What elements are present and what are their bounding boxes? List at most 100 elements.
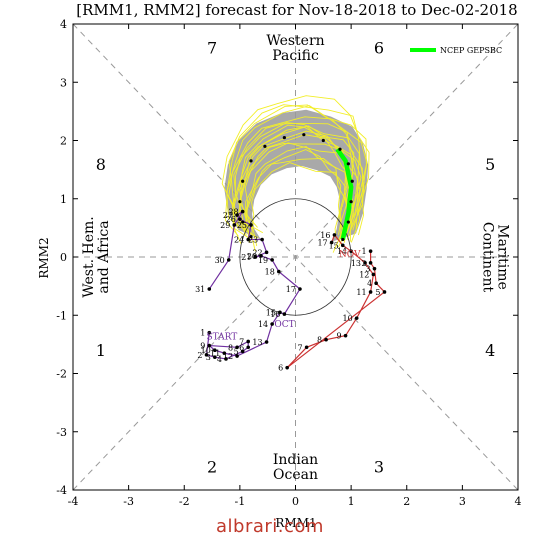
day-label: 28 bbox=[228, 208, 238, 217]
day-label: 23 bbox=[248, 236, 258, 245]
ensemble-mean-line bbox=[335, 147, 354, 240]
forecast-day-point bbox=[346, 220, 350, 224]
forecast-day-point bbox=[249, 235, 253, 239]
data-point bbox=[222, 351, 227, 355]
data-point bbox=[382, 290, 387, 294]
data-point bbox=[213, 355, 217, 359]
day-label: 16 bbox=[320, 231, 330, 240]
day-label: 27 bbox=[223, 211, 233, 220]
data-point bbox=[226, 258, 231, 262]
day-label: 2 bbox=[362, 259, 367, 268]
day-label: 24 bbox=[234, 236, 244, 245]
ensemble-member-track bbox=[251, 162, 344, 252]
phase-number: 6 bbox=[374, 38, 384, 57]
day-label: 15 bbox=[329, 241, 339, 250]
data-point bbox=[270, 258, 274, 262]
data-point bbox=[329, 240, 334, 245]
x-tick-label: -4 bbox=[68, 495, 79, 508]
data-point bbox=[264, 250, 269, 255]
data-point bbox=[232, 223, 237, 227]
day-label: 3 bbox=[365, 265, 370, 274]
x-tick-label: 2 bbox=[403, 495, 410, 508]
ensemble-member-track bbox=[228, 104, 365, 232]
legend-label: NCEP GEPSBC bbox=[440, 46, 502, 55]
data-point bbox=[235, 213, 239, 217]
data-point bbox=[207, 343, 212, 348]
day-label: 12 bbox=[359, 270, 369, 279]
day-label: 3 bbox=[206, 353, 211, 362]
data-point bbox=[240, 349, 245, 354]
y-tick-label: 2 bbox=[60, 135, 67, 148]
phase-number: 4 bbox=[485, 341, 495, 360]
region-label: West. Hem. and Africa bbox=[81, 216, 112, 297]
data-point bbox=[260, 237, 264, 242]
data-point bbox=[282, 312, 287, 316]
data-point bbox=[224, 357, 228, 361]
data-point bbox=[207, 330, 212, 335]
day-label: 9 bbox=[200, 342, 205, 351]
x-tick-label: -1 bbox=[235, 495, 246, 508]
day-label: 15 bbox=[266, 308, 276, 317]
day-label: 13 bbox=[351, 259, 361, 268]
forecast-day-point bbox=[238, 200, 242, 204]
ensemble-member-track bbox=[232, 122, 361, 245]
data-point bbox=[277, 269, 281, 274]
day-label: 16 bbox=[270, 310, 280, 319]
region-label-line: West. Hem. bbox=[81, 216, 97, 297]
x-tick-label: 0 bbox=[292, 495, 299, 508]
data-point bbox=[368, 261, 373, 265]
day-label: 17 bbox=[317, 238, 327, 247]
day-label: 11 bbox=[210, 349, 220, 358]
day-label: 17 bbox=[286, 285, 296, 294]
watermark: albrari.com bbox=[216, 516, 324, 537]
data-point bbox=[349, 249, 353, 253]
forecast-day-point bbox=[338, 147, 342, 151]
day-label: 4 bbox=[217, 355, 222, 364]
data-point bbox=[259, 254, 263, 258]
x-tick-label: -2 bbox=[179, 495, 190, 508]
phase-number: 3 bbox=[374, 458, 384, 477]
region-label-line: Western bbox=[266, 33, 324, 49]
day-label: 9 bbox=[336, 332, 341, 341]
day-label: 10 bbox=[201, 346, 211, 355]
data-point bbox=[374, 281, 378, 286]
forecast-day-point bbox=[341, 237, 345, 242]
region-label-line: Pacific bbox=[272, 48, 319, 64]
ensemble-member-track bbox=[245, 145, 348, 239]
day-label: 20 bbox=[247, 252, 257, 261]
region-label-line: and Africa bbox=[96, 220, 112, 293]
day-label: 6 bbox=[278, 364, 283, 373]
y-tick-label: -1 bbox=[56, 309, 67, 322]
region-label-line: Maritime bbox=[494, 224, 510, 290]
ensemble-member-track bbox=[226, 105, 368, 233]
legend: NCEP GEPSBC bbox=[410, 46, 502, 55]
ensemble-member-track bbox=[245, 149, 347, 238]
y-tick-label: 3 bbox=[60, 76, 67, 89]
forecast-day-point bbox=[349, 200, 353, 204]
data-point bbox=[246, 237, 251, 242]
day-label: 22 bbox=[252, 248, 262, 257]
ensemble-member-track bbox=[221, 95, 370, 231]
ensemble-member-track bbox=[224, 104, 367, 237]
data-point bbox=[264, 340, 269, 344]
region-label-line: Indian bbox=[273, 452, 318, 468]
unit-amplitude-circle bbox=[239, 198, 352, 316]
forecast-day-point bbox=[302, 133, 306, 137]
day-label: 7 bbox=[298, 343, 303, 352]
region-label-line: Continent bbox=[479, 222, 495, 293]
x-tick-label: 1 bbox=[348, 495, 355, 508]
day-label: 1 bbox=[200, 329, 205, 338]
data-point bbox=[213, 348, 217, 353]
day-label: 6 bbox=[239, 343, 244, 352]
data-point bbox=[298, 287, 302, 291]
day-label: 13 bbox=[252, 338, 262, 347]
forecast-day-point bbox=[282, 135, 286, 140]
phase-number: 7 bbox=[207, 38, 217, 57]
ensemble-member-track bbox=[233, 122, 361, 239]
day-label: 1 bbox=[362, 247, 367, 256]
data-point bbox=[238, 217, 242, 221]
data-point bbox=[340, 243, 345, 248]
forecast-day-point bbox=[249, 159, 253, 163]
